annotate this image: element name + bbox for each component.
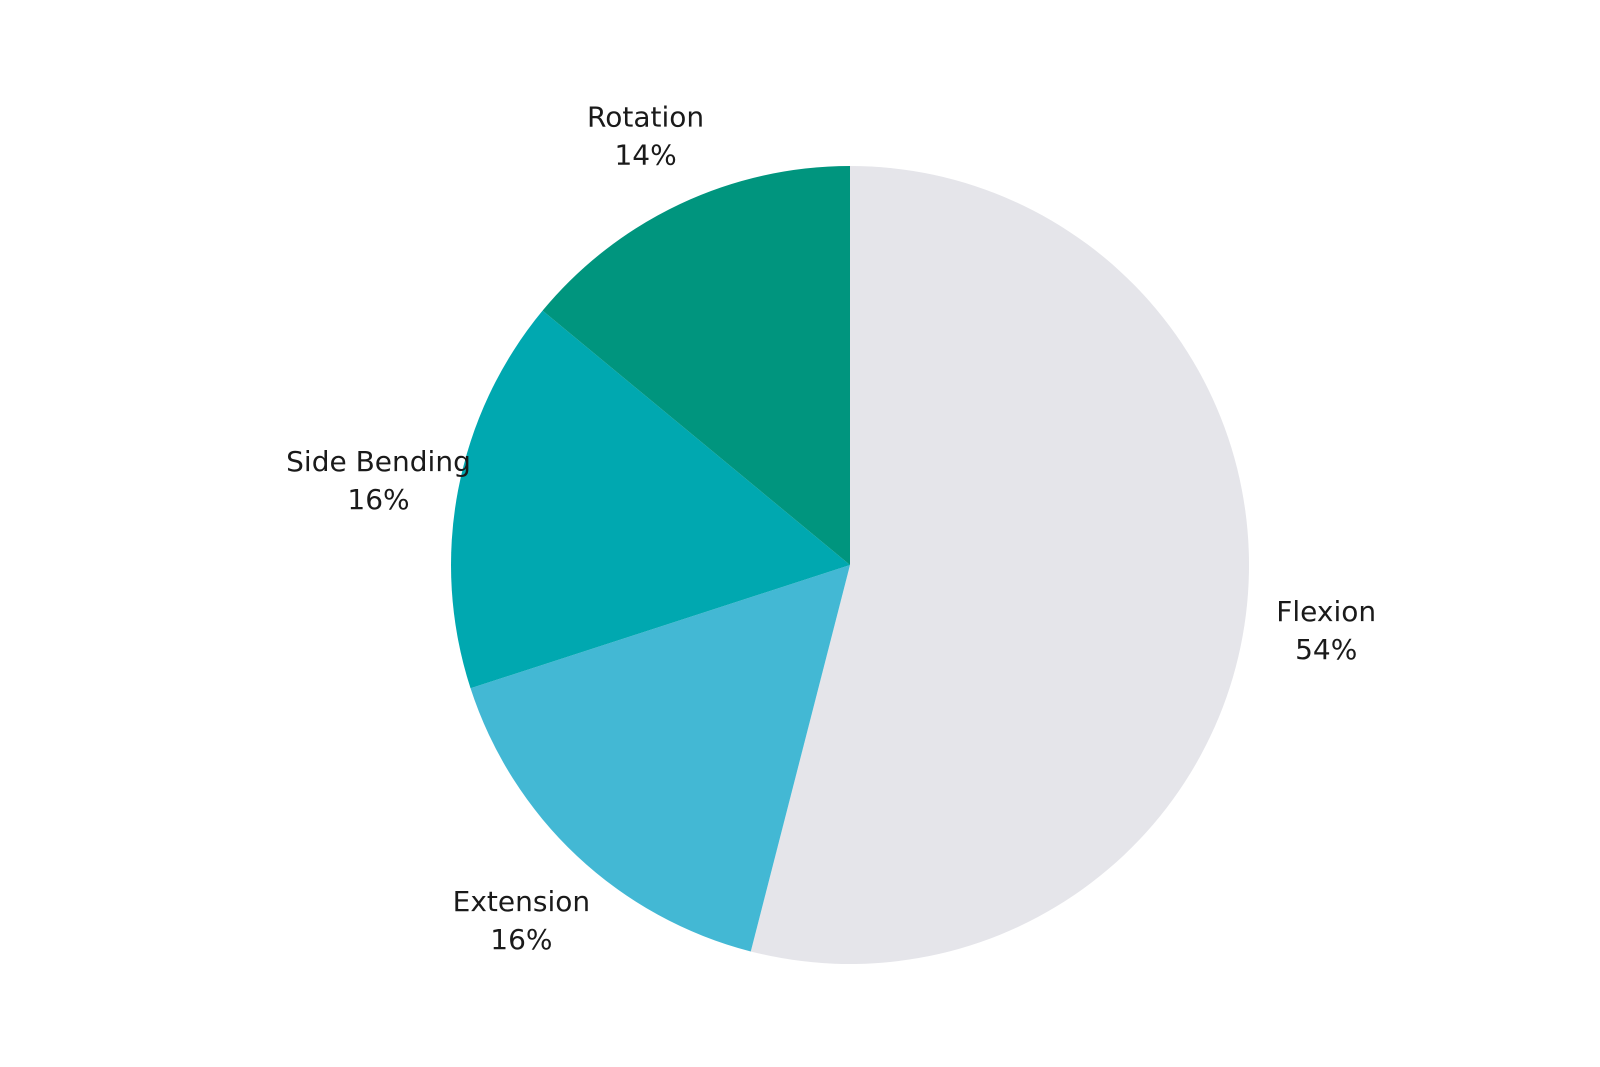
slice-category-label: Flexion [1276,595,1376,628]
slice-category-label: Extension [453,885,590,918]
slice-label-group: Extension 16% [453,885,590,956]
slice-label-group: Side Bending 16% [286,445,471,516]
slice-value-label: 16% [347,483,409,516]
slice-category-label: Side Bending [286,445,471,478]
pie-slice-rotation [542,166,850,565]
pie-slices [451,166,1250,964]
slice-label-group: Rotation 14% [587,101,704,172]
pie-labels: Flexion 54% Extension 16% Side Bending 16% Rot… [286,101,1376,956]
pie-slice-flexion [750,166,1250,964]
pie-slice-side-bending [451,310,850,689]
slice-value-label: 16% [490,923,552,956]
pie-slice-extension [470,565,850,952]
slice-label-group: Flexion 54% [1276,595,1376,666]
slice-value-label: 14% [614,139,676,172]
slice-category-label: Rotation [587,101,704,134]
slice-value-label: 54% [1295,633,1357,666]
